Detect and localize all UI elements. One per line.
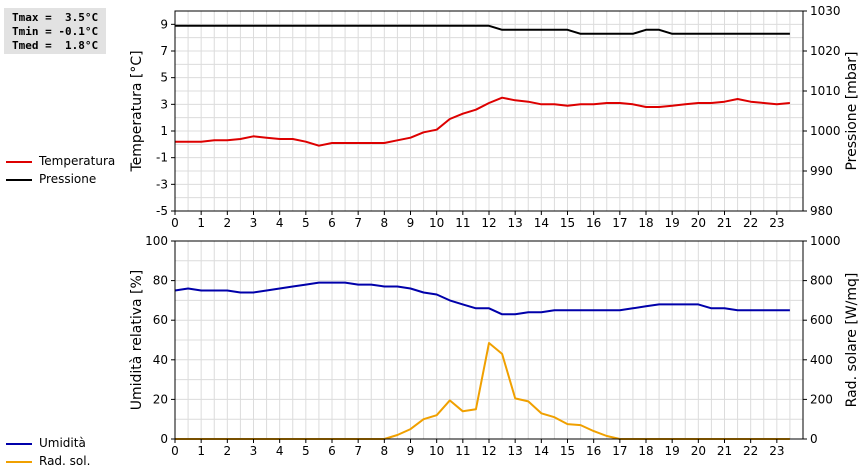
- chart2-series-line-0: [174, 281, 790, 316]
- chart1-x-tick-label: 18: [638, 216, 653, 230]
- chart1-y-tick-label: 7: [160, 44, 168, 58]
- chart2-y-tick-label: 100: [145, 234, 168, 248]
- chart2-x-tick-label: 21: [717, 444, 732, 458]
- chart1-x-tick-label: 10: [429, 216, 444, 230]
- chart1-y-axis-title: Temperatura [°C]: [129, 50, 145, 172]
- chart2-x-tick-label: 17: [612, 444, 627, 458]
- tmin-text: Tmin = -0.1°C: [12, 25, 99, 38]
- chart1-y-tick-label: -3: [156, 177, 168, 191]
- chart2-x-tick-label: 15: [560, 444, 575, 458]
- legend-swatch-temperatura: [6, 161, 32, 163]
- chart2-y-axis-title: Umidità relativa [%]: [129, 270, 145, 411]
- chart1-x-tick-label: 20: [691, 216, 706, 230]
- chart1-x-tick-label: 9: [407, 216, 415, 230]
- chart2-x-tick-label: 19: [665, 444, 680, 458]
- chart2-x-tick-label: 8: [381, 444, 389, 458]
- chart2-x-tick-label: 14: [534, 444, 549, 458]
- chart1-x-tick-label: 12: [481, 216, 496, 230]
- legend-swatch-umidita: [6, 443, 32, 445]
- chart1-x-tick-label: 19: [665, 216, 680, 230]
- chart2-x-tick-label: 1: [197, 444, 205, 458]
- chart1-y-tick-label: 5: [160, 71, 168, 85]
- chart2-x-tick-label: 22: [743, 444, 758, 458]
- chart2-x-tick-label: 23: [769, 444, 784, 458]
- chart1-y2-tick-label: 980: [810, 204, 833, 218]
- chart1-x-tick-label: 6: [328, 216, 336, 230]
- chart2-x-tick-label: 18: [638, 444, 653, 458]
- chart2-y2-tick-label: 600: [810, 313, 833, 327]
- chart2-y-tick-label: 60: [153, 313, 168, 327]
- chart2-x-tick-label: 0: [171, 444, 179, 458]
- chart1-x-tick-label: 4: [276, 216, 284, 230]
- chart2-x-tick-label: 10: [429, 444, 444, 458]
- chart1-y-tick-label: 1: [160, 124, 168, 138]
- chart1-x-tick-label: 7: [354, 216, 362, 230]
- chart2-y2-tick-label: 1000: [810, 234, 841, 248]
- tmax-text: Tmax = 3.5°C: [12, 11, 99, 24]
- chart1-y2-axis-title: Pressione [mbar]: [844, 51, 860, 170]
- chart1-x-tick-label: 11: [455, 216, 470, 230]
- chart2-y-tick-label: 80: [153, 274, 168, 288]
- chart1-x-tick-label: 14: [534, 216, 549, 230]
- chart1-y-tick-label: -5: [156, 204, 168, 218]
- chart2-y2-tick-label: 800: [810, 274, 833, 288]
- legend-label-temperatura: Temperatura: [39, 154, 116, 168]
- chart2-x-tick-label: 13: [508, 444, 523, 458]
- chart1-y2-tick-label: 1030: [810, 4, 841, 18]
- chart1-x-tick-label: 16: [586, 216, 601, 230]
- chart1-y-tick-label: -1: [156, 151, 168, 165]
- chart1-y2-tick-label: 1000: [810, 124, 841, 138]
- chart2-x-tick-label: 4: [276, 444, 284, 458]
- chart1-series-line-0: [175, 96, 790, 147]
- chart1-y-tick-label: 3: [160, 97, 168, 111]
- charts-svg: 0 1 2 3 4 5 6 7 8 9 10 11 12 13 14 15 16 17 18 19 20 21 22 23-5…: [129, 4, 860, 458]
- chart1-x-tick-label: 22: [743, 216, 758, 230]
- chart2-y-tick-label: 40: [153, 353, 168, 367]
- chart1-y2-tick-label: 990: [810, 164, 833, 178]
- chart1-y2-tick-label: 1010: [810, 84, 841, 98]
- chart2-x-tick-label: 9: [407, 444, 415, 458]
- chart1-x-tick-label: 15: [560, 216, 575, 230]
- tmed-text: Tmed = 1.8°C: [12, 39, 99, 52]
- legend-swatch-rad-sol: [6, 461, 32, 463]
- chart2-y2-tick-label: 400: [810, 353, 833, 367]
- chart1-x-tick-label: 1: [197, 216, 205, 230]
- chart1-y2-tick-label: 1020: [810, 44, 841, 58]
- chart2-y-tick-label: 20: [153, 392, 168, 406]
- chart2-x-tick-label: 3: [250, 444, 258, 458]
- chart1-x-tick-label: 23: [769, 216, 784, 230]
- chart2-y-tick-label: 0: [160, 432, 168, 446]
- chart2-x-tick-label: 5: [302, 444, 310, 458]
- chart2-x-tick-label: 20: [691, 444, 706, 458]
- stats-box: Tmax = 3.5°C Tmin = -0.1°C Tmed = 1.8°C: [4, 8, 106, 54]
- chart1-x-tick-label: 3: [250, 216, 258, 230]
- chart1-series-line-1: [175, 24, 790, 35]
- chart1-x-tick-label: 17: [612, 216, 627, 230]
- chart2-y2-tick-label: 200: [810, 392, 833, 406]
- chart2-x-tick-label: 2: [224, 444, 232, 458]
- chart1-x-tick-label: 5: [302, 216, 310, 230]
- chart1-x-tick-label: 8: [381, 216, 389, 230]
- legend-label-pressione: Pressione: [39, 172, 97, 186]
- chart2-x-tick-label: 12: [481, 444, 496, 458]
- chart2-y2-tick-label: 0: [810, 432, 818, 446]
- chart1-x-tick-label: 2: [224, 216, 232, 230]
- chart1-x-tick-label: 0: [171, 216, 179, 230]
- chart1-x-tick-label: 13: [508, 216, 523, 230]
- chart2-x-tick-label: 16: [586, 444, 601, 458]
- legend-label-umidita: Umidità: [39, 436, 86, 450]
- chart2-x-tick-label: 11: [455, 444, 470, 458]
- legend-swatch-pressione: [6, 179, 32, 181]
- chart2-y2-axis-title: Rad. solare [W/mq]: [844, 273, 860, 408]
- chart2-x-tick-label: 6: [328, 444, 336, 458]
- chart1-y-tick-label: 9: [160, 17, 168, 31]
- chart2-x-tick-label: 7: [354, 444, 362, 458]
- chart1-x-tick-label: 21: [717, 216, 732, 230]
